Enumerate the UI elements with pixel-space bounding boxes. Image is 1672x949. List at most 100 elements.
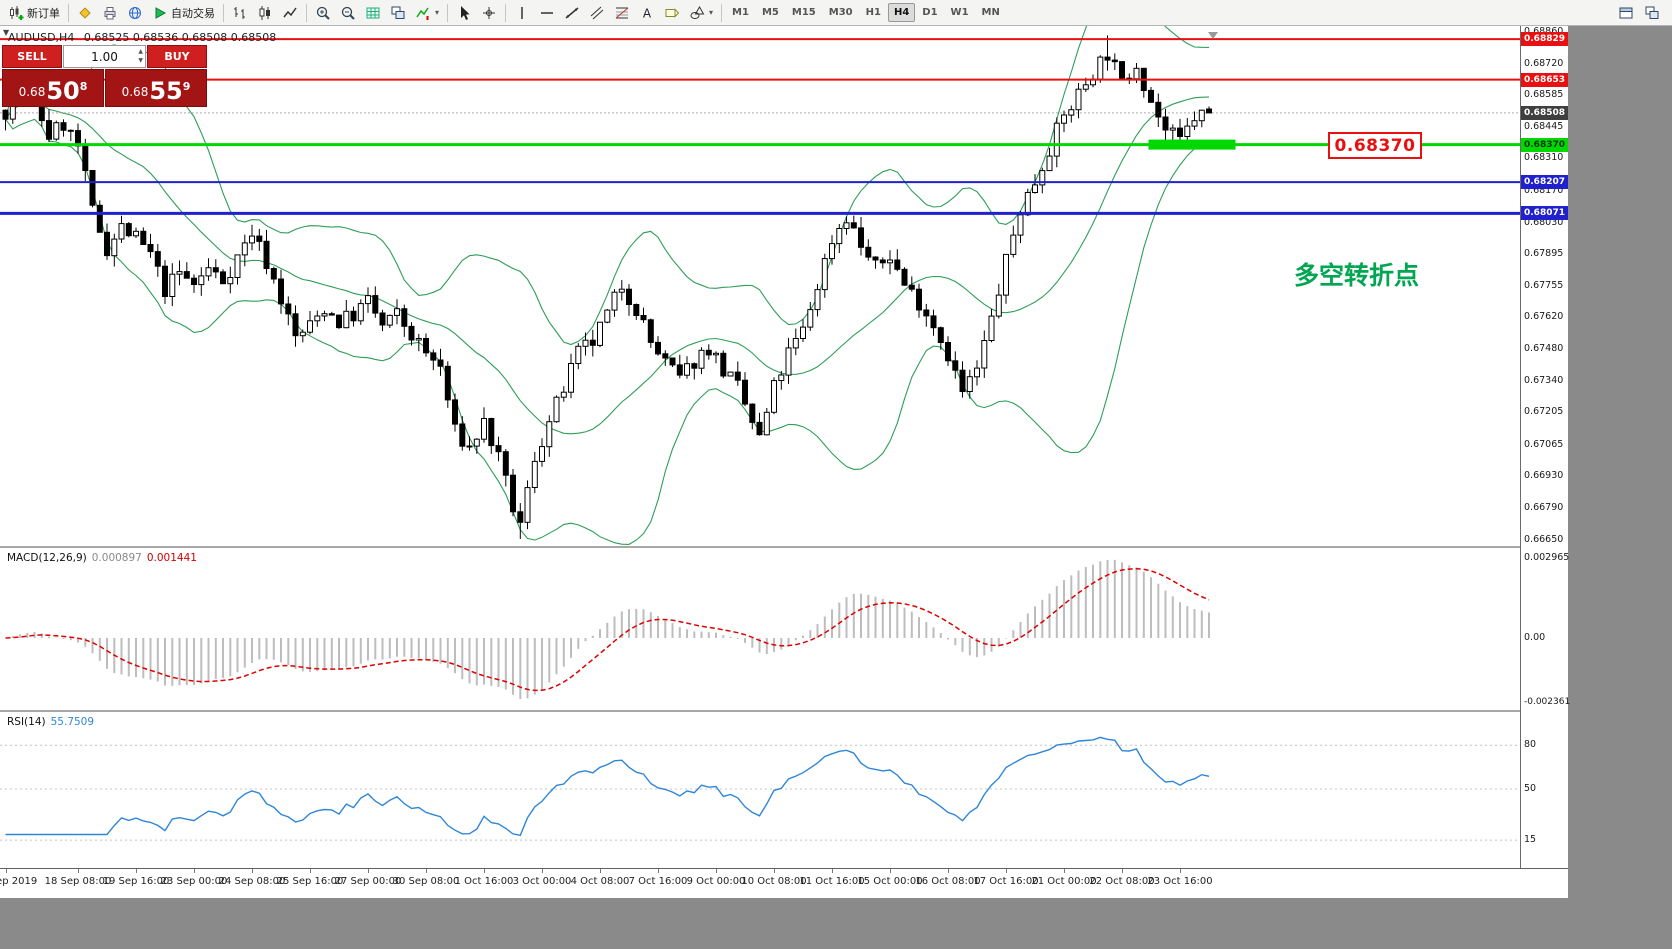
sell-price-button[interactable]: 0.68 50 8 [2, 69, 104, 107]
candle [524, 487, 531, 523]
macd-scale-label: 0.00 [1524, 632, 1546, 643]
print-button[interactable] [98, 2, 122, 24]
trendline-button[interactable] [560, 2, 584, 24]
turning-point-annotation[interactable]: 多空转折点 [1294, 261, 1420, 290]
timeframe-d1-button[interactable]: D1 [922, 7, 938, 18]
candle [1184, 125, 1191, 137]
timeframe-mn-button[interactable]: MN [981, 7, 1000, 18]
candle [531, 460, 538, 488]
vertical-line-button[interactable] [510, 2, 534, 24]
candle [589, 339, 596, 346]
buy-price-button[interactable]: 0.68 55 9 [105, 69, 207, 107]
one-click-collapse-icon[interactable]: ▼ [3, 28, 10, 37]
toolbar-separator [721, 3, 723, 22]
toolbox-icon [1619, 7, 1633, 18]
candle [1032, 184, 1038, 193]
candle [118, 223, 125, 240]
horizontal-line-button[interactable] [535, 2, 559, 24]
timeframe-m30-button[interactable]: M30 [828, 7, 853, 18]
candle [858, 227, 864, 248]
time-axis-tick [890, 869, 891, 873]
price-scale-label: 0.67480 [1524, 343, 1564, 355]
main-chart-canvas[interactable] [0, 26, 1520, 546]
cursor-icon [461, 5, 470, 20]
zoom-out-button[interactable] [336, 2, 360, 24]
indicators-button[interactable]: ▾ [411, 2, 443, 24]
candle [713, 352, 719, 356]
time-axis-label: 18 Sep 08:00 [44, 876, 112, 887]
dropdown-arrow-icon: ▾ [435, 8, 440, 17]
time-axis-tick [832, 869, 833, 873]
candle [959, 369, 966, 393]
timeframe-m5-button[interactable]: M5 [761, 7, 779, 18]
time-axis-label: 3 Oct 00:00 [512, 876, 572, 887]
panel-separator[interactable] [0, 546, 1568, 548]
macd-panel[interactable] [0, 548, 1520, 710]
candle [937, 327, 944, 344]
chart-shift-marker[interactable] [1208, 32, 1218, 39]
buy-button[interactable]: BUY [147, 45, 207, 68]
candle [60, 122, 67, 131]
timeframe-w1-button[interactable]: W1 [950, 7, 969, 18]
autotrade-button[interactable]: 自动交易 [148, 2, 219, 24]
time-axis-label: 1 Oct 16:00 [454, 876, 514, 887]
cascade-windows-button[interactable] [386, 2, 410, 24]
buy-price-big: 55 [149, 76, 183, 105]
candle [821, 258, 828, 291]
panel-separator[interactable] [0, 710, 1568, 712]
label-icon [665, 7, 680, 18]
candle [89, 170, 96, 206]
tile-windows-button[interactable] [361, 2, 385, 24]
candle [191, 277, 197, 285]
candle [640, 315, 647, 321]
timeframe-m1-button[interactable]: M1 [732, 7, 749, 18]
timeframe-h1-button[interactable]: H1 [865, 7, 881, 18]
timeframe-h4-button[interactable]: H4 [887, 3, 916, 22]
candlestick-chart-button[interactable] [253, 2, 277, 24]
window-arrange-button[interactable] [1640, 2, 1664, 24]
zoom-in-button[interactable] [311, 2, 335, 24]
shapes-button[interactable]: ▾ [685, 2, 717, 24]
chart-window: 0.688600.687200.685850.684450.683100.681… [0, 26, 1570, 898]
price-scale-label: 0.66790 [1524, 501, 1564, 513]
candle [111, 238, 118, 257]
sell-button[interactable]: SELL [2, 45, 62, 68]
rsi-scale-label: 80 [1524, 739, 1537, 751]
candle [1191, 120, 1198, 127]
crosshair-button[interactable] [477, 2, 501, 24]
line-chart-button[interactable] [278, 2, 302, 24]
fibonacci-button[interactable] [610, 2, 634, 24]
candle [365, 295, 371, 305]
toolbox-toggle-button[interactable] [1614, 2, 1638, 24]
candle [872, 256, 879, 261]
metaeditor-button[interactable] [73, 2, 97, 24]
market-info-button[interactable] [123, 2, 147, 24]
price-scale[interactable]: 0.68860 0.68720 0.68585 0.68445 0.68310 0.681… [1520, 26, 1570, 868]
candle [756, 421, 763, 436]
bar-chart-button[interactable] [228, 2, 252, 24]
candle [945, 342, 951, 362]
cursor-button[interactable] [452, 2, 476, 24]
candle [582, 339, 589, 347]
candle [162, 265, 168, 297]
label-button[interactable] [660, 2, 684, 24]
candle [727, 371, 734, 377]
level-highlight-box[interactable] [1148, 139, 1236, 150]
timeframe-m15-button[interactable]: M15 [791, 7, 816, 18]
price-level-label[interactable]: 0.68370 [1328, 131, 1422, 159]
text-button[interactable]: A [635, 2, 659, 24]
symbol-period-label: AUDUSD,H4 [8, 31, 75, 44]
candle [292, 313, 299, 337]
new-order-button[interactable]: 新订单 [4, 2, 64, 24]
zoom-in-icon [316, 6, 330, 20]
volume-value: 1.00 [91, 49, 118, 64]
candle [988, 315, 995, 342]
svg-text:A: A [643, 6, 652, 20]
channel-button[interactable] [585, 2, 609, 24]
rsi-panel[interactable] [0, 712, 1520, 868]
time-axis-tick [426, 869, 427, 873]
volume-stepper[interactable]: ▲ ▼ [138, 48, 143, 64]
volume-input[interactable]: 1.00 ▲ ▼ [63, 45, 146, 68]
